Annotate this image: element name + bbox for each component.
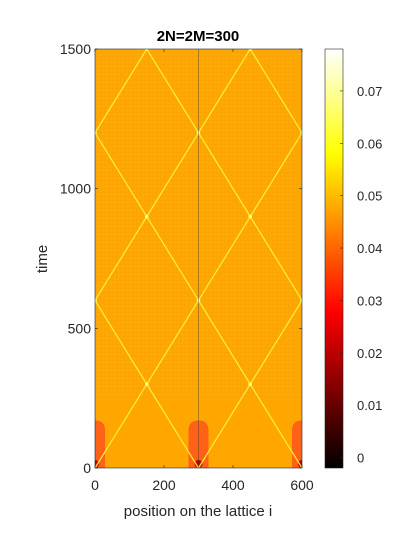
y-axis-label: time — [34, 245, 51, 273]
front-line — [95, 131, 302, 468]
front-crossing — [95, 298, 97, 303]
x-tick-label: 0 — [91, 477, 99, 493]
front-line — [95, 49, 148, 135]
front-line — [146, 49, 302, 302]
x-tick-label: 600 — [290, 477, 314, 493]
front-crossing — [248, 214, 253, 219]
x-axis: 0 200 400 600 — [91, 49, 314, 493]
colorbar-tick-label: 0.04 — [357, 241, 382, 256]
front-crossing — [144, 214, 149, 219]
colorbar-tick-label: 0.07 — [357, 84, 382, 99]
colorbar-gradient — [324, 48, 344, 469]
x-tick-label: 400 — [221, 477, 245, 493]
chart-title: 2N=2M=300 — [157, 28, 240, 45]
front-line — [406, 49, 415, 468]
colorbar-ticks: 0 0.01 0.02 0.03 0.04 0.05 0.06 0.07 — [340, 84, 382, 466]
front-crossing — [144, 49, 149, 51]
front-crossing — [248, 382, 253, 387]
front-line — [249, 49, 302, 135]
front-crossing — [95, 131, 97, 135]
colorbar-tick-label: 0.05 — [357, 189, 382, 204]
front-crossing — [300, 131, 302, 135]
front-crossing — [300, 298, 302, 303]
front-line — [95, 49, 251, 302]
front-line — [197, 299, 302, 468]
front-crossing — [144, 382, 149, 387]
y-axis: 0 500 1000 1500 — [60, 41, 302, 476]
colorbar-tick-label: 0.02 — [357, 346, 382, 361]
colorbar-tick-label: 0 — [357, 451, 364, 466]
colorbar-tick-label: 0.03 — [357, 293, 382, 308]
y-tick-label: 500 — [68, 320, 92, 336]
plot-frame — [94, 48, 303, 469]
front-line — [95, 131, 302, 468]
front-crossing — [248, 49, 253, 51]
x-tick-label: 200 — [152, 477, 176, 493]
front-line — [95, 299, 200, 468]
x-axis-label: position on the lattice i — [124, 503, 272, 520]
y-tick-label: 0 — [83, 460, 91, 476]
colorbar: 0 0.01 0.02 0.03 0.04 0.05 0.06 0.07 — [324, 48, 382, 469]
y-tick-label: 1000 — [60, 181, 91, 197]
colorbar-tick-label: 0.01 — [357, 398, 382, 413]
light-cone-fronts — [95, 49, 415, 468]
colorbar-tick-label: 0.06 — [357, 136, 382, 151]
y-tick-label: 1500 — [60, 41, 91, 57]
plot-area — [95, 49, 415, 468]
